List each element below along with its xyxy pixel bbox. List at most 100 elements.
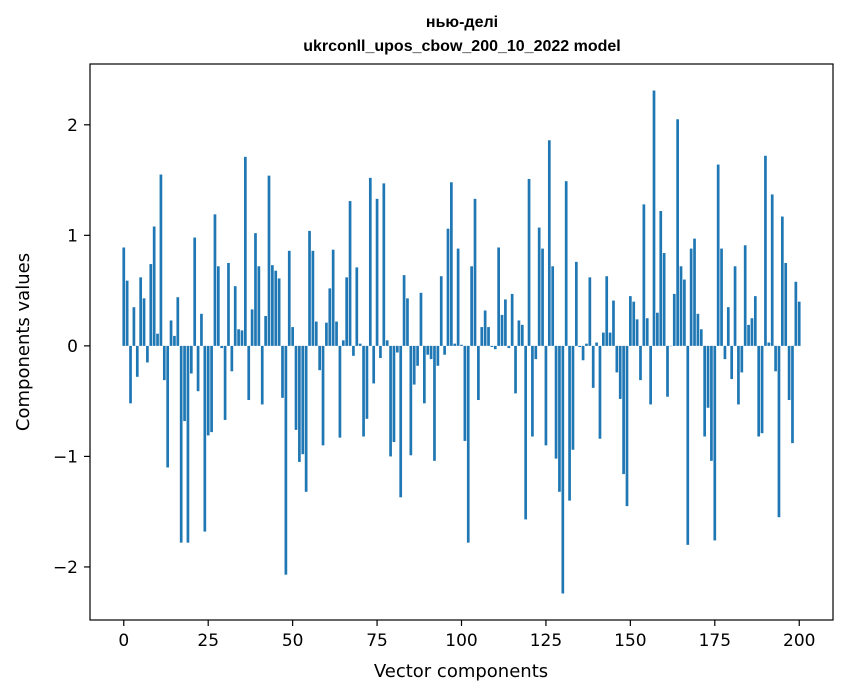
- bar: [416, 345, 419, 366]
- bar: [331, 249, 335, 346]
- bar: [227, 262, 230, 346]
- bar: [284, 345, 288, 575]
- bar: [125, 280, 129, 346]
- bar: [395, 345, 399, 353]
- plot-frame: [89, 63, 834, 621]
- bar: [429, 345, 433, 360]
- bar: [254, 233, 257, 346]
- bar: [588, 277, 592, 346]
- bar: [487, 327, 490, 346]
- bar: [737, 345, 740, 405]
- bar: [510, 293, 514, 346]
- bar: [490, 345, 494, 347]
- bar: [571, 345, 575, 450]
- x-tick-label: 200: [783, 631, 815, 651]
- bar: [632, 301, 636, 346]
- x-tick-label: 50: [282, 631, 304, 651]
- bar: [348, 201, 352, 346]
- bar: [149, 264, 153, 346]
- bar: [325, 322, 328, 346]
- bar: [166, 345, 170, 468]
- bar: [662, 253, 666, 346]
- bar: [463, 345, 467, 441]
- bar: [672, 293, 676, 346]
- bar: [720, 248, 723, 346]
- bar: [162, 345, 166, 381]
- bar: [412, 345, 416, 385]
- bar: [639, 345, 642, 381]
- bar: [216, 266, 220, 346]
- bar: [723, 345, 727, 360]
- bar: [666, 345, 669, 397]
- bar: [159, 174, 163, 346]
- bar: [477, 345, 480, 401]
- bar: [656, 312, 659, 346]
- bar: [193, 237, 197, 346]
- chart-subtitle: ukrconll_upos_cbow_200_10_2022 model: [303, 38, 620, 55]
- bar: [443, 345, 446, 355]
- bar: [142, 298, 146, 346]
- bar: [213, 214, 217, 346]
- bar: [277, 278, 281, 346]
- bar: [375, 198, 379, 346]
- bar: [635, 319, 639, 346]
- bar: [135, 345, 139, 377]
- bar: [558, 345, 561, 492]
- bar: [379, 345, 382, 359]
- bar: [659, 211, 663, 346]
- y-tick-label: 1: [67, 226, 78, 246]
- bar: [608, 332, 612, 346]
- bar: [257, 266, 261, 346]
- bar: [139, 277, 143, 346]
- bar: [480, 327, 484, 346]
- bar: [446, 228, 450, 346]
- bar: [534, 345, 538, 360]
- bar: [591, 345, 595, 388]
- bar: [352, 345, 355, 356]
- y-axis-label: Components values: [13, 253, 34, 431]
- bar: [500, 314, 504, 346]
- bar: [629, 296, 632, 346]
- x-tick-label: 175: [699, 631, 731, 651]
- bar: [402, 275, 406, 346]
- bar: [774, 345, 777, 372]
- bar: [547, 140, 551, 346]
- bar: [794, 281, 798, 346]
- bar: [564, 181, 568, 346]
- bar: [433, 345, 436, 461]
- bar: [206, 345, 210, 436]
- bar: [787, 345, 791, 401]
- bar: [267, 175, 271, 346]
- bar: [328, 288, 332, 346]
- bar: [568, 345, 571, 501]
- y-tick-label: 2: [67, 116, 78, 136]
- bar: [733, 266, 737, 346]
- bar: [450, 182, 453, 346]
- bar: [419, 292, 423, 346]
- bar: [301, 345, 305, 455]
- bar: [554, 345, 558, 459]
- bar: [176, 297, 180, 346]
- bar: [183, 345, 186, 422]
- bar: [561, 345, 565, 594]
- bar: [585, 343, 588, 346]
- bar: [439, 276, 443, 346]
- bar: [520, 324, 524, 346]
- bar: [605, 276, 609, 346]
- x-tick-label: 25: [197, 631, 219, 651]
- bar: [271, 265, 274, 346]
- bar: [169, 320, 173, 346]
- bar: [129, 345, 132, 404]
- bar: [679, 266, 683, 346]
- bar: [335, 321, 338, 346]
- bar: [358, 343, 362, 346]
- bar: [382, 183, 386, 346]
- bar: [703, 345, 707, 437]
- bar: [581, 345, 585, 361]
- x-tick-label: 100: [445, 631, 477, 651]
- bars-group: [122, 90, 801, 594]
- bar: [186, 345, 190, 543]
- bar: [710, 345, 713, 461]
- x-tick-label: 150: [614, 631, 646, 651]
